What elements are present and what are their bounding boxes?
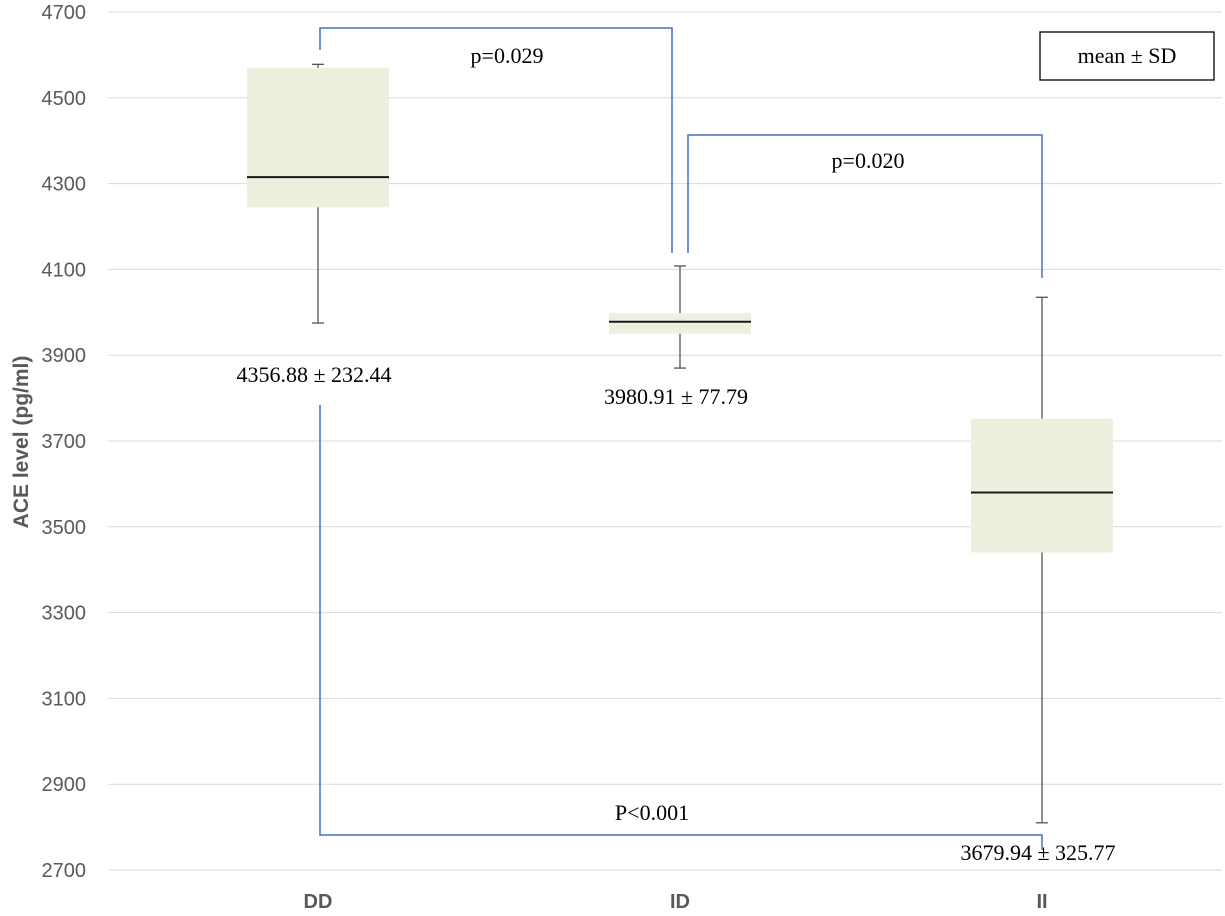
- y-axis-label: ACE level (pg/ml): [10, 356, 33, 529]
- y-tick-label-3300: 3300: [42, 603, 87, 625]
- legend: mean ± SD: [1039, 31, 1215, 81]
- legend-box: [1039, 31, 1215, 81]
- significance-brackets: p=0.029 p=0.020 P<0.001: [319, 27, 1043, 850]
- box-dd: [247, 63, 389, 324]
- x-axis-categories: DD ID II: [304, 891, 1048, 913]
- mean-sd-label-id: 3980.91 ± 77.79: [604, 384, 748, 409]
- bracket-dd-id: [319, 27, 673, 253]
- box-id: [609, 265, 751, 369]
- bracket-id-ii: [687, 134, 1043, 278]
- grid-lines: [108, 11, 1222, 871]
- y-tick-label-3700: 3700: [42, 431, 87, 453]
- box-body: [609, 313, 751, 334]
- mean-sd-labels: 4356.88 ± 232.44 3980.91 ± 77.79 3679.94 ±…: [236, 362, 1115, 865]
- x-category-label-dd: DD: [304, 891, 333, 913]
- box-ii: [971, 296, 1113, 824]
- mean-sd-label-ii: 3679.94 ± 325.77: [960, 840, 1115, 865]
- y-tick-label-4500: 4500: [42, 88, 87, 110]
- legend-text: mean ± SD: [1078, 43, 1177, 68]
- box-body: [247, 67, 389, 208]
- x-category-label-id: ID: [670, 891, 690, 913]
- y-tick-label-2900: 2900: [42, 774, 87, 796]
- y-tick-label-3500: 3500: [42, 517, 87, 539]
- y-tick-label-2700: 2700: [42, 860, 87, 882]
- x-category-label-ii: II: [1036, 891, 1047, 913]
- y-tick-label-4700: 4700: [42, 2, 87, 24]
- p-value-id-ii: p=0.020: [832, 148, 905, 173]
- y-tick-label-3100: 3100: [42, 688, 87, 710]
- y-tick-label-4300: 4300: [42, 174, 87, 196]
- p-value-dd-id: p=0.029: [471, 43, 544, 68]
- p-value-dd-ii: P<0.001: [615, 800, 689, 825]
- y-axis-ticks: 2700 2900 3100 3300 3500 3700 3900 4100 4300 4500…: [42, 2, 87, 882]
- mean-sd-label-dd: 4356.88 ± 232.44: [236, 362, 391, 387]
- y-tick-label-4100: 4100: [42, 259, 87, 281]
- bracket-dd-ii: [319, 405, 1043, 850]
- box-body: [971, 418, 1113, 553]
- y-tick-label-3900: 3900: [42, 345, 87, 367]
- boxes: [247, 63, 1113, 824]
